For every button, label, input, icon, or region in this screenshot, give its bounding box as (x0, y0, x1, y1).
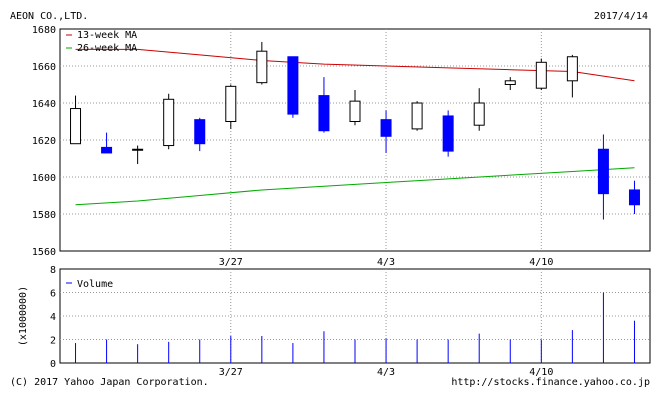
company-name: AEON CO.,LTD. (10, 11, 89, 22)
legend-label: Volume (77, 279, 113, 290)
candle-body (349, 100, 361, 123)
candle-body (70, 108, 82, 145)
volume-tick-label: 8 (50, 265, 56, 276)
candle-body (380, 119, 392, 137)
candle-body (287, 56, 299, 115)
candle-body (442, 115, 454, 152)
candle-body (194, 119, 206, 145)
volume-tick-label: 6 (50, 289, 56, 300)
copyright-text: (C) 2017 Yahoo Japan Corporation. (10, 377, 209, 388)
price-panel: 1560 1580 1600 1620 1640 1660 1680 3/27 4/3 4/10 1… (32, 25, 651, 268)
price-tick-label: 1620 (32, 136, 56, 147)
date-tick-label: 4/10 (529, 367, 553, 378)
date-tick-label: 3/27 (219, 257, 243, 268)
price-tick-label: 1560 (32, 247, 56, 258)
candle-body (566, 56, 578, 82)
volume-tick-label: 2 (50, 336, 56, 347)
price-tick-label: 1660 (32, 62, 56, 73)
candle-body (535, 61, 547, 89)
candle-body (411, 102, 423, 130)
candle-body (473, 102, 485, 126)
volume-tick-label: 0 (50, 359, 56, 370)
candle-body (597, 148, 609, 195)
date-tick-label: 4/3 (377, 257, 395, 268)
candle-body (318, 95, 330, 132)
volume-panel: 0 2 4 6 8 3/27 4/3 4/10 Volume (x1000000) (18, 265, 651, 378)
price-tick-label: 1640 (32, 99, 56, 110)
candle-body (504, 80, 516, 86)
date-tick-label: 3/27 (219, 367, 243, 378)
candle-body (225, 85, 237, 122)
price-tick-label: 1600 (32, 173, 56, 184)
date-tick-label: 4/10 (529, 257, 553, 268)
price-tick-label: 1580 (32, 210, 56, 221)
legend-label: 26-week MA (77, 43, 137, 54)
price-tick-label: 1680 (32, 25, 56, 36)
candle-body (256, 50, 268, 84)
candle-body (101, 146, 113, 154)
legend-label: 13-week MA (77, 30, 137, 41)
ma-line-26wk (75, 167, 635, 206)
candle-body (163, 98, 175, 147)
volume-axis-label: (x1000000) (18, 286, 29, 346)
candle-body (132, 148, 144, 151)
candle-body (628, 189, 640, 206)
source-url: http://stocks.finance.yahoo.co.jp (451, 377, 650, 388)
volume-tick-label: 4 (50, 312, 56, 323)
chart-date: 2017/4/14 (593, 11, 648, 22)
date-tick-label: 4/3 (377, 367, 395, 378)
